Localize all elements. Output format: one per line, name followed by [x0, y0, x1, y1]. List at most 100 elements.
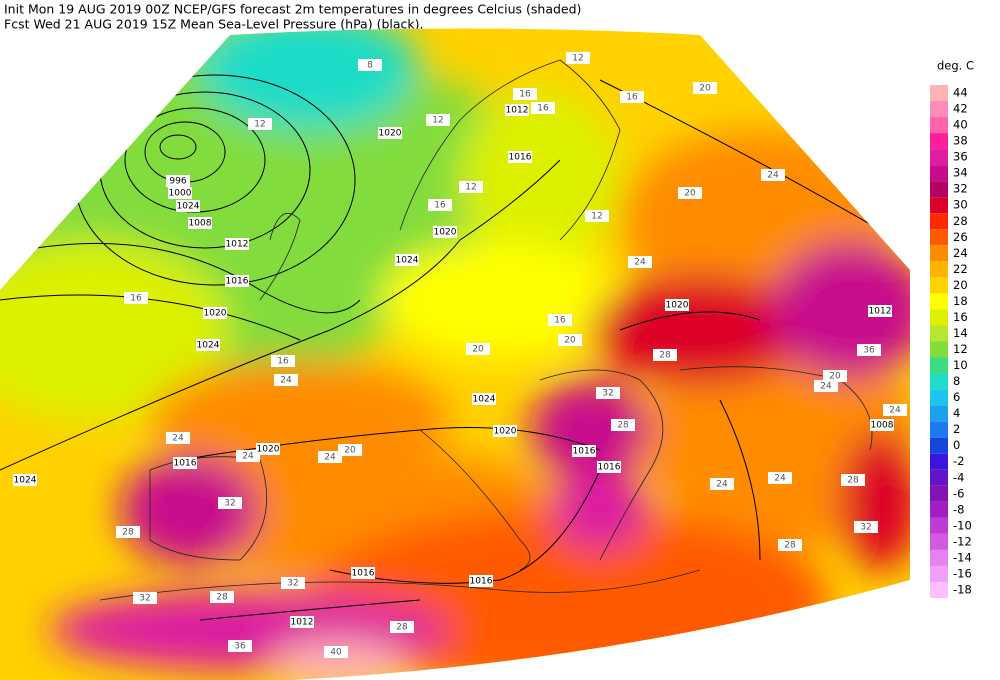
colorbar-swatch: [930, 213, 948, 230]
temperature-label-box: [218, 497, 242, 509]
temperature-label: 28: [784, 541, 796, 551]
temperature-label-box: [814, 380, 838, 392]
temperature-label-box: [210, 591, 234, 603]
temperature-label: 20: [699, 84, 711, 94]
temperature-label: 20: [344, 446, 356, 456]
map-labels: 812 1216161216202024121612241620201616242…: [13, 52, 907, 658]
temperature-label: 24: [324, 453, 336, 463]
isobar-label-box: [572, 445, 596, 457]
colorbar-swatch: [930, 453, 948, 470]
colorbar-swatch: [930, 565, 948, 582]
colorbar-swatch: [930, 133, 948, 150]
colorbar-swatch: [930, 549, 948, 566]
temperature-label-box: [428, 199, 452, 211]
header-line-2: Fcst Wed 21 AUG 2019 15Z Mean Sea-Level …: [4, 17, 423, 32]
isobar-label: 1016: [352, 569, 375, 579]
temperature-label-box: [883, 404, 907, 416]
temperature-label-box: [466, 343, 490, 355]
colorbar: 4442403836343230282624222018161412108642…: [930, 84, 972, 599]
isobar-label-box: [597, 461, 621, 473]
isobar-label: 1016: [174, 459, 197, 469]
isobar-label-box: [665, 299, 689, 311]
temperature-label: 36: [234, 642, 246, 652]
temperature-label-box: [459, 181, 483, 193]
temperature-label-box: [778, 539, 802, 551]
temperature-label-box: [236, 450, 260, 462]
colorbar-swatch: [930, 501, 948, 518]
isobar-label: 996: [169, 177, 186, 187]
temperature-label-box: [620, 91, 644, 103]
isobar-label: 1024: [197, 341, 220, 351]
isobar-label: 1016: [470, 577, 493, 587]
isobar-label-box: [472, 393, 496, 405]
isobar-label: 1012: [291, 618, 314, 628]
temperature-label-box: [318, 451, 342, 463]
temperature-label-box: [228, 640, 252, 652]
isobar-label: 1020: [204, 309, 227, 319]
isobar-label: 1024: [14, 476, 37, 486]
temperature-label-box: [281, 577, 305, 589]
colorbar-label: 18: [953, 294, 968, 308]
temperature-label: 40: [330, 648, 342, 658]
colorbar-label: 4: [953, 406, 960, 420]
isobar-label-box: [505, 104, 529, 116]
colorbar-swatch: [930, 181, 948, 198]
temperature-label-box: [124, 292, 148, 304]
temperature-label-box: [426, 114, 450, 126]
colorbar-label: -6: [953, 486, 964, 500]
colorbar-label: 40: [953, 118, 968, 132]
colorbar-label: 34: [953, 166, 968, 180]
temperature-label-box: [823, 370, 847, 382]
temperature-label: 32: [139, 594, 150, 604]
isobar-label-box: [225, 275, 249, 287]
temperature-label-box: [116, 526, 140, 538]
colorbar-label: 28: [953, 214, 968, 228]
colorbar-label: -16: [953, 566, 972, 580]
colorbar-label: 6: [953, 390, 960, 404]
isobar-label-box: [395, 254, 419, 266]
isobar-label: 1024: [396, 256, 419, 266]
temperature-label-box: [166, 432, 190, 444]
temperature-label-box: [338, 444, 362, 456]
isobar-label-box: [225, 238, 249, 250]
isobar-label-box: [13, 474, 37, 486]
isobar-label-box: [188, 217, 212, 229]
isobar-label-box: [433, 226, 457, 238]
colorbar-swatch: [930, 197, 948, 214]
temperature-label: 32: [287, 579, 298, 589]
temperature-label-box: [653, 349, 677, 361]
temperature-label: 28: [216, 593, 228, 603]
temperature-label: 16: [626, 93, 638, 103]
colorbar-label: -18: [953, 583, 972, 597]
colorbar-swatch: [930, 405, 948, 422]
isobar-label-box: [493, 425, 517, 437]
isobar-label: 1020: [379, 129, 402, 139]
temperature-label-box: [558, 334, 582, 346]
colorbar-swatch: [930, 84, 948, 102]
temperature-label-box: [628, 256, 652, 268]
colorbar-label: -14: [953, 550, 972, 564]
colorbar-label: 24: [953, 246, 968, 260]
colorbar-swatch: [930, 517, 948, 534]
isobar-label: 1020: [494, 427, 517, 437]
colorbar-swatch: [930, 277, 948, 294]
temperature-label: 12: [572, 54, 583, 64]
colorbar-swatch: [930, 437, 948, 454]
temperature-label: 8: [367, 61, 373, 71]
colorbar-swatch: [930, 325, 948, 342]
colorbar-label: 2: [953, 422, 960, 436]
temperature-label-box: [678, 187, 702, 199]
temperature-label-box: [596, 387, 620, 399]
colorbar-label: -4: [953, 470, 964, 484]
isobar-label-box: [256, 443, 280, 455]
temperature-label: 20: [829, 372, 841, 382]
colorbar-label: -8: [953, 502, 964, 516]
temperature-label-box: [390, 621, 414, 633]
temperature-label-box: [841, 474, 865, 486]
temperature-label: 28: [617, 421, 629, 431]
isobar-label: 1000: [169, 189, 192, 199]
colorbar-swatch: [930, 165, 948, 182]
isobar-label: 1008: [871, 421, 894, 431]
